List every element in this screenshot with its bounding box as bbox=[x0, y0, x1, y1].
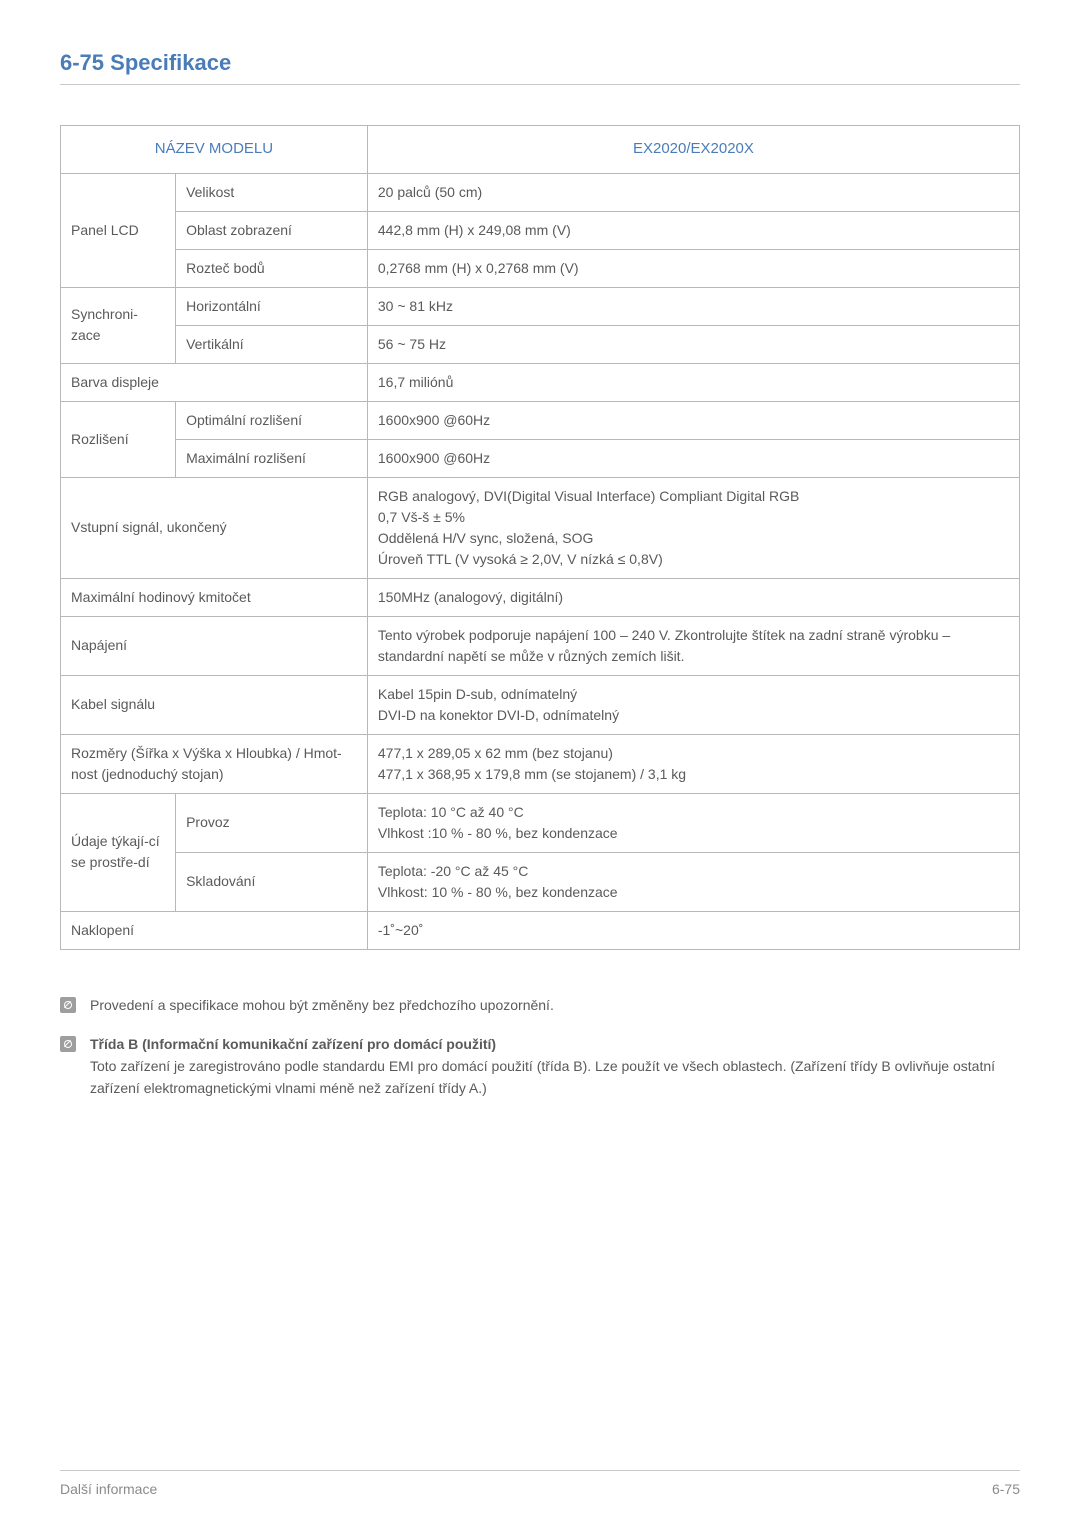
cell-power-value: Tento výrobek podporuje napájení 100 – 2… bbox=[367, 616, 1019, 675]
header-model-value: EX2020/EX2020X bbox=[367, 126, 1019, 174]
cell-dim-value: 477,1 x 289,05 x 62 mm (bez stojanu)477,… bbox=[367, 734, 1019, 793]
cell-tilt-label: Naklopení bbox=[61, 911, 368, 949]
cell-env: Údaje týkají-cí se prostře-dí bbox=[61, 793, 176, 911]
cell-color-label: Barva displeje bbox=[61, 363, 368, 401]
page-footer: Další informace 6-75 bbox=[60, 1470, 1020, 1497]
cell-input-label: Vstupní signál, ukončený bbox=[61, 477, 368, 578]
header-model-name: NÁZEV MODELU bbox=[61, 126, 368, 174]
cell-pitch-value: 0,2768 mm (H) x 0,2768 mm (V) bbox=[367, 249, 1019, 287]
section-title: 6-75 Specifikace bbox=[60, 50, 1020, 85]
cell-power-label: Napájení bbox=[61, 616, 368, 675]
cell-cable-value: Kabel 15pin D-sub, odnímatelnýDVI-D na k… bbox=[367, 675, 1019, 734]
cell-cable-label: Kabel signálu bbox=[61, 675, 368, 734]
cell-size-value: 20 palců (50 cm) bbox=[367, 173, 1019, 211]
cell-st-value: Teplota: -20 °C až 45 °CVlhkost: 10 % - … bbox=[367, 852, 1019, 911]
footer-left: Další informace bbox=[60, 1481, 157, 1497]
cell-sync: Synchroni-zace bbox=[61, 287, 176, 363]
cell-h-value: 30 ~ 81 kHz bbox=[367, 287, 1019, 325]
cell-area-value: 442,8 mm (H) x 249,08 mm (V) bbox=[367, 211, 1019, 249]
cell-input-value: RGB analogový, DVI(Digital Visual Interf… bbox=[367, 477, 1019, 578]
cell-pitch-label: Rozteč bodů bbox=[176, 249, 368, 287]
cell-panel-lcd: Panel LCD bbox=[61, 173, 176, 287]
cell-max-value: 1600x900 @60Hz bbox=[367, 439, 1019, 477]
cell-opt-label: Optimální rozlišení bbox=[176, 401, 368, 439]
cell-size-label: Velikost bbox=[176, 173, 368, 211]
cell-res: Rozlišení bbox=[61, 401, 176, 477]
note-2-body: Třída B (Informační komunikační zařízení… bbox=[90, 1034, 1020, 1099]
cell-max-label: Maximální rozlišení bbox=[176, 439, 368, 477]
cell-tilt-value: -1˚~20˚ bbox=[367, 911, 1019, 949]
cell-st-label: Skladování bbox=[176, 852, 368, 911]
note-icon bbox=[60, 997, 76, 1013]
cell-v-value: 56 ~ 75 Hz bbox=[367, 325, 1019, 363]
footer-right: 6-75 bbox=[992, 1481, 1020, 1497]
cell-color-value: 16,7 miliónů bbox=[367, 363, 1019, 401]
note-2-text: Toto zařízení je zaregistrováno podle st… bbox=[90, 1056, 1020, 1099]
cell-h-label: Horizontální bbox=[176, 287, 368, 325]
cell-v-label: Vertikální bbox=[176, 325, 368, 363]
cell-op-label: Provoz bbox=[176, 793, 368, 852]
note-icon bbox=[60, 1036, 76, 1052]
note-1: Provedení a specifikace mohou být změněn… bbox=[60, 995, 1020, 1017]
cell-clock-value: 150MHz (analogový, digitální) bbox=[367, 578, 1019, 616]
spec-table: NÁZEV MODELU EX2020/EX2020X Panel LCD Ve… bbox=[60, 125, 1020, 950]
cell-clock-label: Maximální hodinový kmitočet bbox=[61, 578, 368, 616]
cell-op-value: Teplota: 10 °C až 40 °CVlhkost :10 % - 8… bbox=[367, 793, 1019, 852]
note-1-text: Provedení a specifikace mohou být změněn… bbox=[90, 995, 1020, 1017]
cell-dim-label: Rozměry (Šířka x Výška x Hloubka) / Hmot… bbox=[61, 734, 368, 793]
note-2-title: Třída B (Informační komunikační zařízení… bbox=[90, 1034, 1020, 1056]
cell-area-label: Oblast zobrazení bbox=[176, 211, 368, 249]
cell-opt-value: 1600x900 @60Hz bbox=[367, 401, 1019, 439]
note-2: Třída B (Informační komunikační zařízení… bbox=[60, 1034, 1020, 1099]
